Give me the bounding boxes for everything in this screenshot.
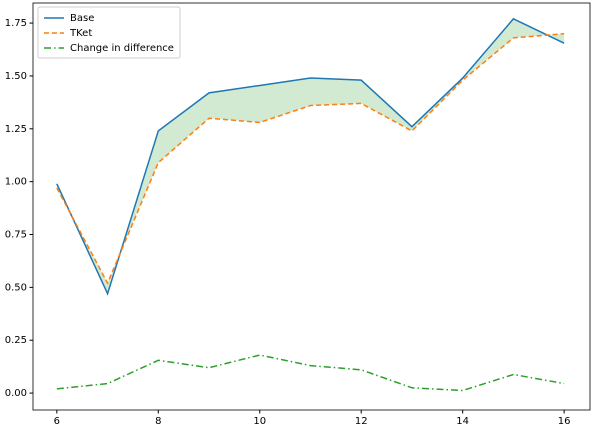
x-tick-label: 12 — [355, 416, 368, 427]
x-tick-label: 14 — [456, 416, 469, 427]
series-line — [56, 32, 565, 285]
series-line — [56, 17, 565, 296]
plot-frame — [32, 2, 591, 411]
x-tick-label: 16 — [558, 416, 571, 427]
y-tick-label: 0.00 — [5, 388, 27, 399]
x-tick-label: 8 — [155, 416, 161, 427]
legend-label: TKet — [69, 28, 92, 39]
fill-area — [56, 18, 565, 294]
x-tick-label: 10 — [253, 416, 266, 427]
legend-label: Base — [70, 13, 94, 24]
legend-label: Change in difference — [70, 43, 174, 54]
y-tick-label: 0.25 — [5, 335, 27, 346]
legend-box — [37, 6, 181, 59]
y-tick-label: 1.00 — [5, 177, 27, 188]
y-tick-label: 1.75 — [5, 18, 27, 29]
x-tick-label: 6 — [54, 416, 60, 427]
y-tick-label: 1.25 — [5, 124, 27, 135]
y-tick-label: 0.50 — [5, 282, 27, 293]
series-line — [56, 354, 565, 392]
y-tick-label: 0.75 — [5, 230, 27, 241]
y-tick-label: 1.50 — [5, 71, 27, 82]
